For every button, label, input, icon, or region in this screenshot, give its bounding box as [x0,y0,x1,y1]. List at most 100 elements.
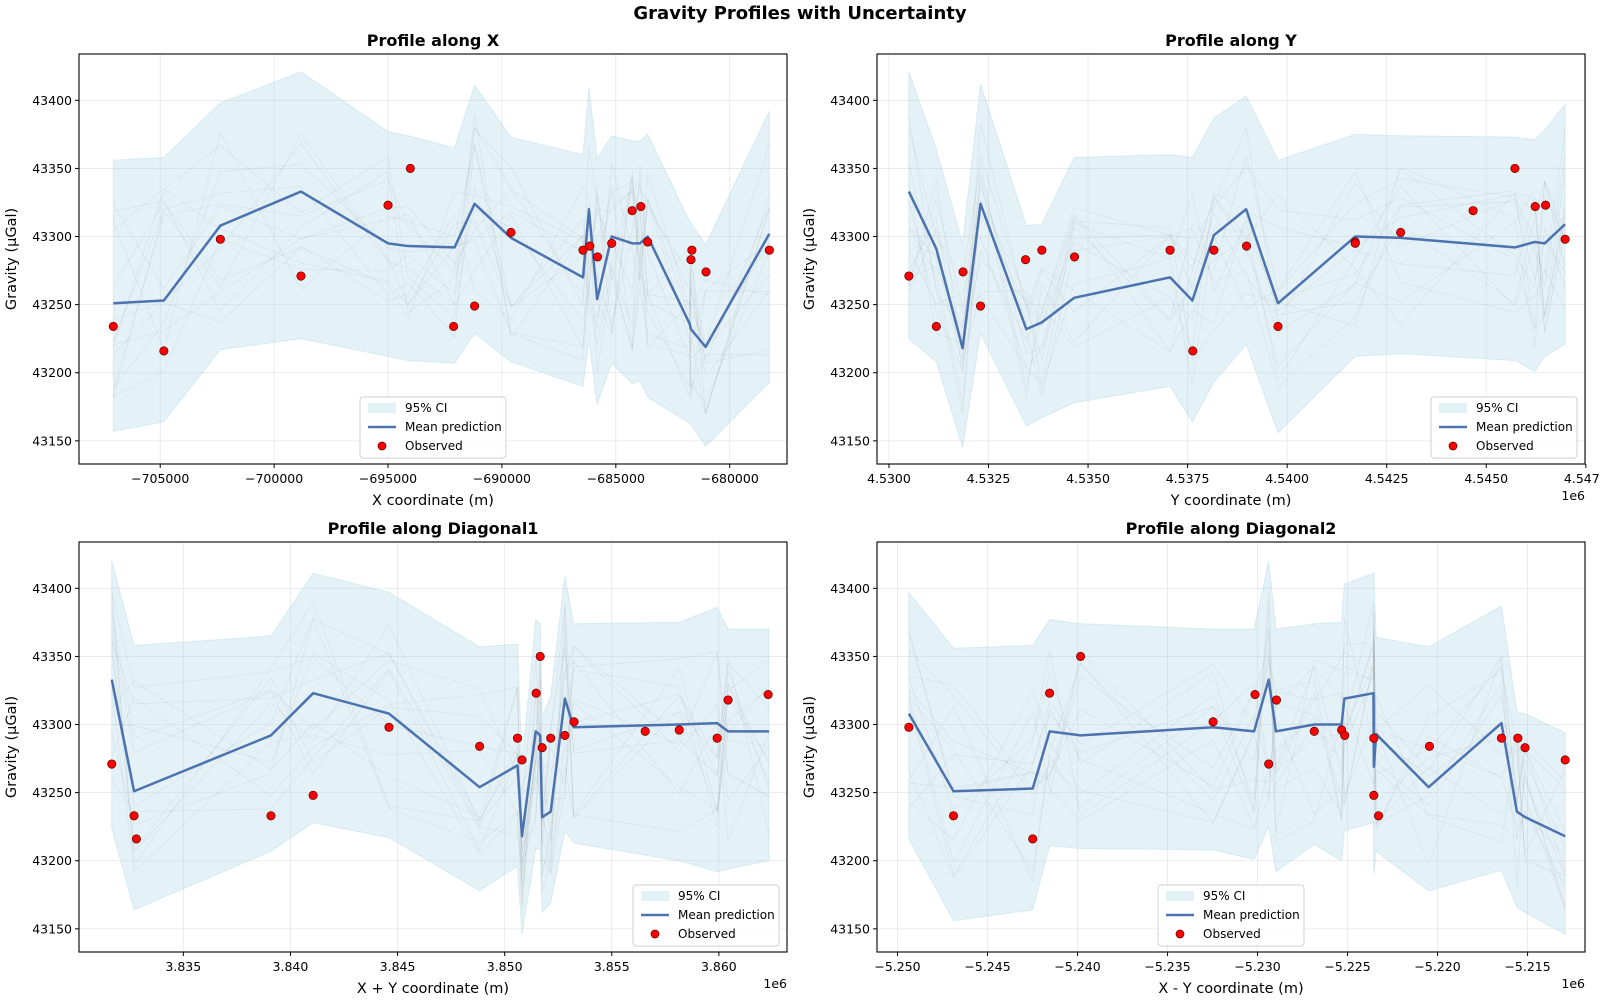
ci-band [112,71,770,448]
y-tick-label: 43200 [830,853,870,868]
mean-prediction-line [907,191,1566,350]
legend-observed-swatch [1175,929,1185,939]
sample-line [908,645,1566,873]
observed-point [1208,717,1218,727]
observed-point [1560,755,1570,765]
observed-point [1076,651,1086,661]
x-tick-label: 4.5350 [1066,471,1110,486]
x-tick-label: 4.5375 [1166,471,1210,486]
observed-point [1028,834,1038,844]
x-tick-label: 3.860 [701,959,737,974]
observed-point [296,271,306,281]
observed-point [636,202,646,212]
x-offset-text: 1e6 [1561,488,1585,503]
x-axis-label: X + Y coordinate (m) [357,981,509,997]
y-tick-label: 43350 [32,161,72,176]
legend-mean-label: Mean prediction [678,908,775,922]
subplot-title: Profile along Diagonal1 [328,519,539,538]
legend-box [1157,884,1305,947]
sample-line [908,155,1566,389]
x-axis-label: Y coordinate (m) [1170,493,1292,509]
y-axis-label: Gravity (μGal) [802,208,818,310]
legend: 95% CI Mean prediction Observed [1430,396,1578,459]
sample-line [112,125,770,390]
y-tick-label: 43300 [830,229,870,244]
ci-band [908,560,1566,936]
observed-point [1468,206,1478,216]
observed-point [763,690,773,700]
observed-point [1520,743,1530,753]
mean-prediction-line [110,679,770,838]
y-tick-label: 43200 [32,365,72,380]
y-tick-label: 43150 [32,433,72,448]
subplot-3: 3.835 3.840 3.845 3.850 3.855 3.860 43150 43200… [4,519,788,997]
sample-line [111,640,770,872]
y-axis-label: Gravity (μGal) [4,208,20,310]
subplot-title: Profile along Diagonal2 [1126,519,1337,538]
observed-point [215,234,225,244]
sample-line [112,163,770,399]
observed-point [1496,733,1507,743]
figure-title: Gravity Profiles with Uncertainty [633,3,966,24]
sample-line [111,628,770,892]
sample-line [908,127,1566,389]
sample-line [908,611,1566,877]
sample-line [908,122,1566,373]
observed-point [1250,690,1260,700]
sample-line [908,613,1566,883]
observed-point [687,245,697,255]
sample-line [111,607,770,855]
observed-point [1541,200,1551,210]
legend-observed-label: Observed [678,927,736,941]
legend-observed-swatch [650,929,660,939]
x-axis-label: X - Y coordinate (m) [1158,981,1303,997]
observed-point [578,245,588,255]
sample-line [908,126,1566,368]
y-tick-label: 43350 [830,649,870,664]
sample-line [908,634,1566,888]
x-tick-label: 3.840 [273,959,309,974]
legend-ci-label: 95% CI [1203,889,1245,903]
observed-point [1530,202,1540,212]
observed-point [560,730,570,740]
x-tick-label: −700000 [245,471,303,486]
y-axis-label: Gravity (μGal) [802,696,818,798]
legend-observed-label: Observed [1476,439,1534,453]
observed-point [1513,733,1523,743]
observed-point [1510,163,1520,173]
sample-line [112,143,770,361]
sample-line [112,186,770,373]
observed-point [129,811,139,821]
x-tick-label: −680000 [701,471,759,486]
axes-frame [876,53,1586,465]
axes-frame [876,541,1586,953]
legend-mean-label: Mean prediction [405,420,502,434]
observed-point [1069,252,1080,262]
subplot-title: Profile along X [367,31,500,50]
y-tick-label: 43250 [32,297,72,312]
legend-observed-label: Observed [405,439,463,453]
x-tick-label: −5.220 [1414,959,1460,974]
x-tick-label: −5.240 [1054,959,1100,974]
observed-point [107,759,117,769]
legend-ci-swatch [1166,891,1194,901]
sample-line [908,648,1566,908]
observed-point [537,743,547,753]
legend-observed-label: Observed [1203,927,1261,941]
legend-ci-swatch [368,403,396,413]
subplot-1: −705000 −700000 −695000 −690000 −685000 −6800… [4,31,788,509]
y-tick-label: 43300 [32,717,72,732]
y-tick-label: 43300 [830,717,870,732]
y-tick-label: 43250 [32,785,72,800]
observed-point [384,722,394,732]
observed-point [470,301,480,311]
legend-box [1430,396,1578,459]
x-axis-label: X coordinate (m) [372,493,494,509]
subplot-4: −5.250 −5.245 −5.240 −5.235 −5.230 −5.225 −5.2… [802,519,1586,997]
observed-point [383,200,393,210]
ci-band [908,71,1566,448]
y-tick-label: 43250 [830,785,870,800]
x-tick-label: −695000 [359,471,417,486]
sample-line [111,640,770,905]
y-tick-label: 43150 [830,433,870,448]
